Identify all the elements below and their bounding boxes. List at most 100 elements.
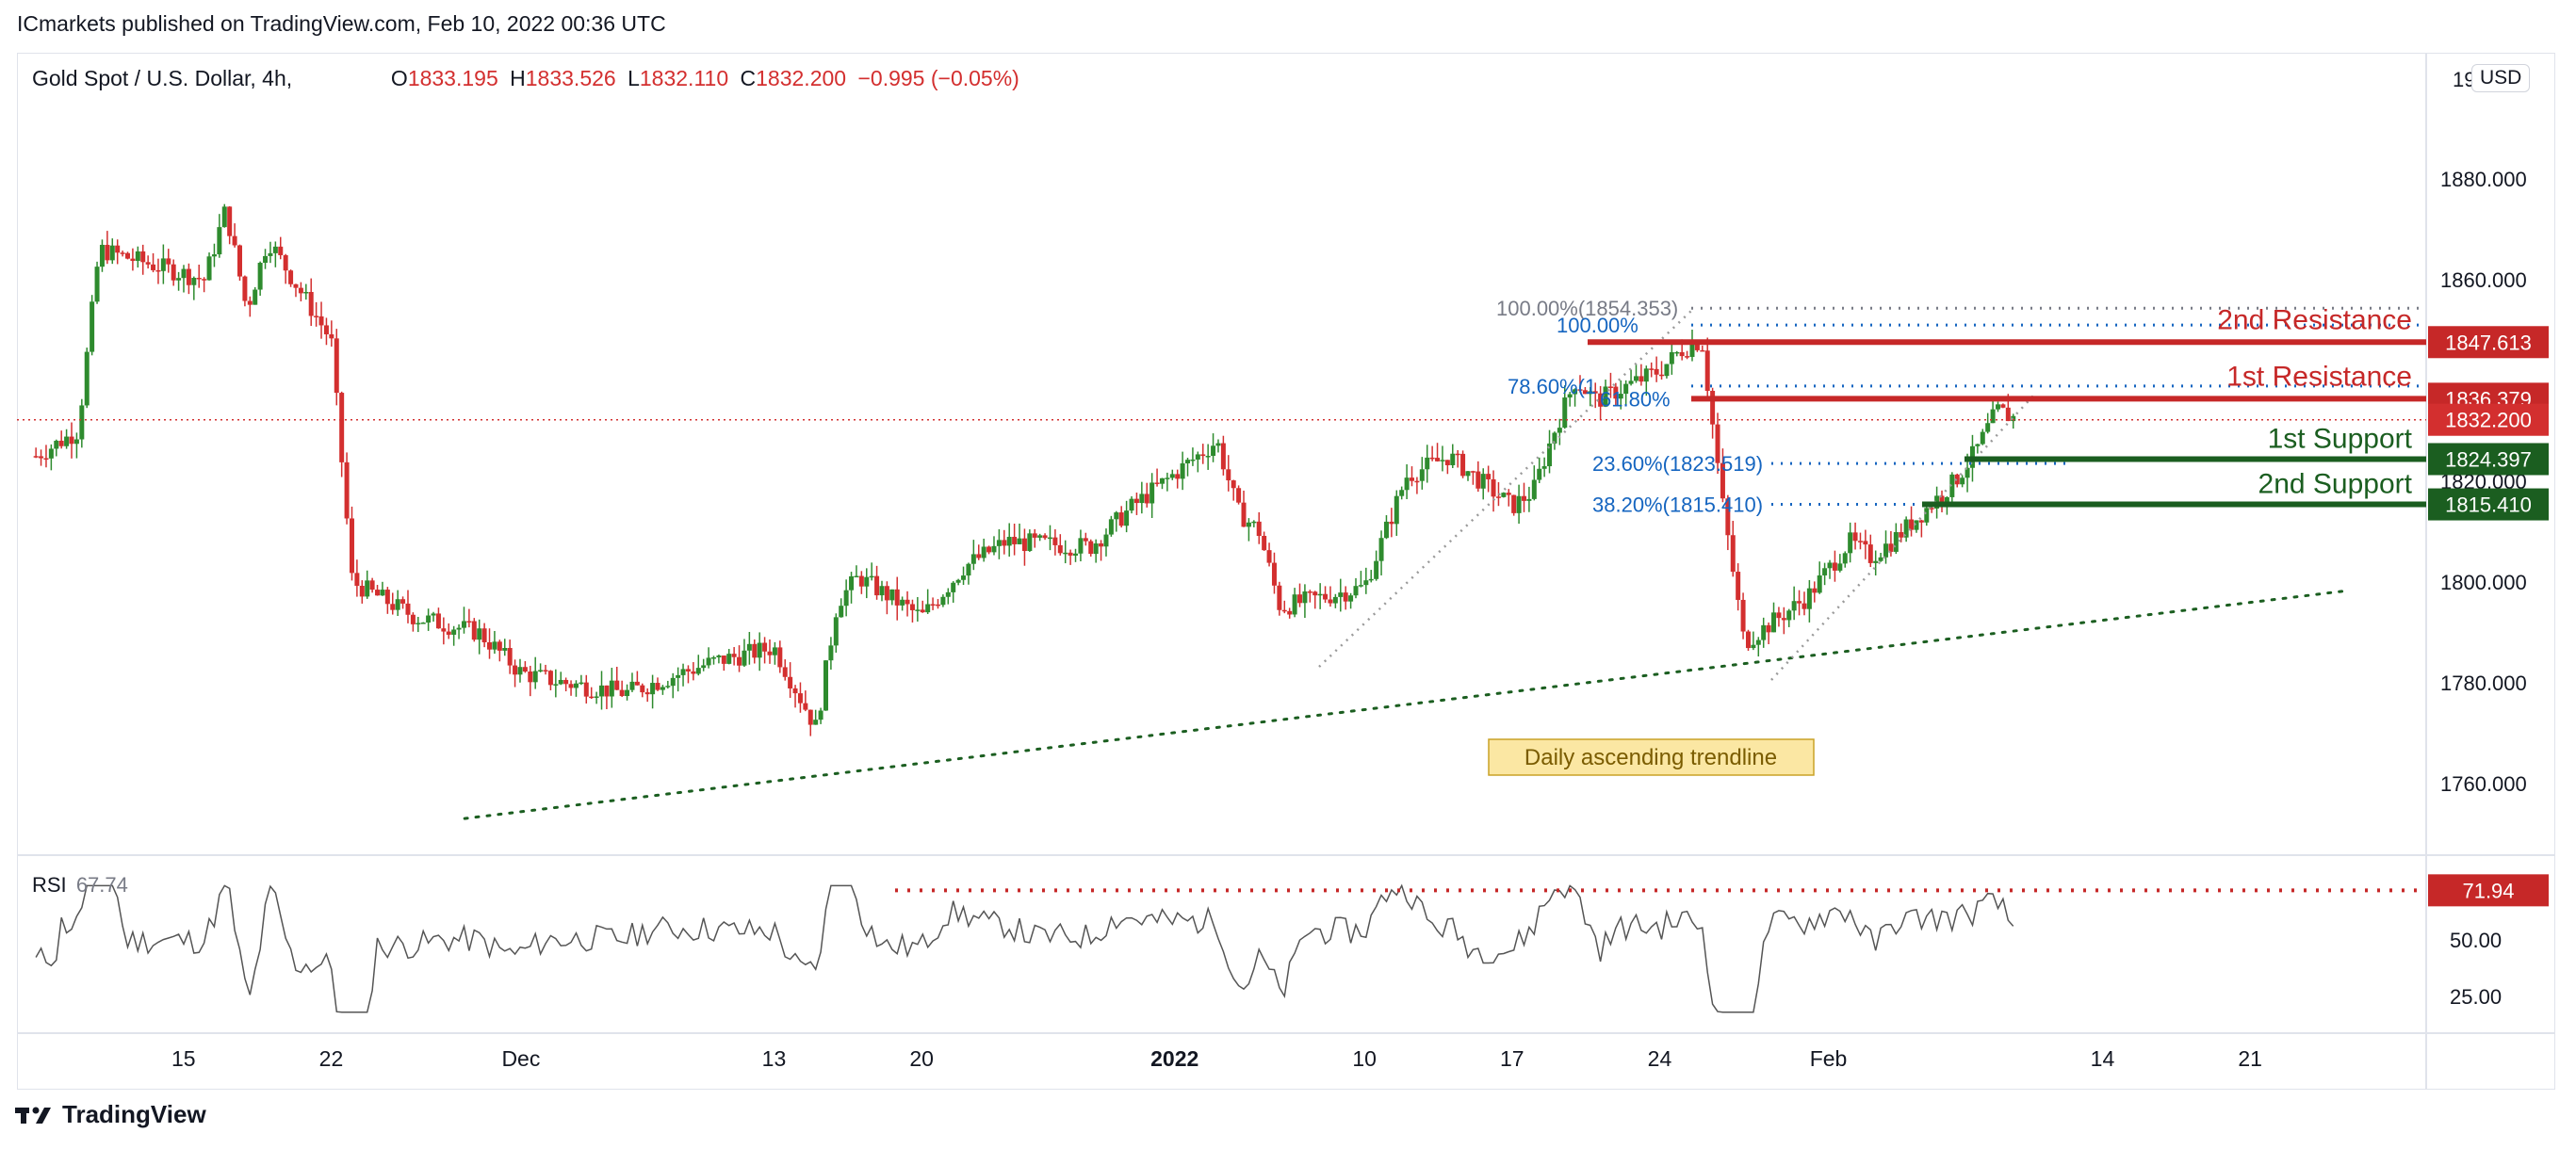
candle-down	[1852, 532, 1858, 542]
candle-up	[1873, 560, 1879, 563]
candle-up	[1195, 454, 1200, 460]
candle-up	[221, 206, 227, 228]
candle-up	[1669, 351, 1674, 364]
candle-down	[614, 680, 620, 690]
candle-up	[1139, 494, 1145, 504]
candle-up	[573, 683, 579, 688]
candle-down	[1776, 612, 1782, 619]
candle-up	[726, 654, 732, 664]
rsi-line	[35, 883, 2014, 1013]
candle-up	[1027, 533, 1033, 552]
chart-frame[interactable]	[17, 53, 2555, 1090]
candle-up	[1893, 532, 1899, 552]
footer: TradingView	[15, 1100, 206, 1129]
candle-up	[843, 590, 849, 607]
candle-down	[1262, 535, 1267, 551]
candle-down	[691, 671, 696, 674]
candle-up	[1302, 591, 1308, 604]
candle-down	[105, 244, 110, 261]
candle-up	[1526, 498, 1532, 501]
candle-down	[369, 580, 375, 591]
candle-up	[1817, 574, 1822, 593]
candle-down	[1083, 538, 1088, 542]
candle-up	[538, 670, 544, 672]
candle-up	[1480, 474, 1486, 489]
candle-down	[589, 696, 595, 699]
candle-down	[115, 245, 121, 253]
candle-down	[1781, 618, 1786, 621]
current-price-label: 1832.200	[2445, 409, 2532, 432]
candle-up	[1674, 351, 1680, 354]
candle-up	[1317, 593, 1323, 596]
candle-down	[242, 276, 248, 301]
candle-up	[451, 629, 457, 635]
open-label: O	[390, 66, 408, 90]
candle-down	[227, 206, 233, 236]
candle-down	[196, 277, 202, 280]
fib-level-label: 38.20%(1815.410)	[1592, 494, 1763, 517]
candle-down	[1495, 496, 1501, 498]
candle-down	[400, 599, 406, 604]
candle-up	[2011, 415, 2016, 422]
candle-up	[1755, 639, 1761, 645]
y-tick-label: 1800.000	[2440, 571, 2527, 594]
candle-down	[375, 590, 381, 596]
candle-down	[528, 672, 533, 683]
level-price-label: 1847.613	[2445, 331, 2532, 354]
candle-up	[970, 554, 976, 564]
candle-down	[390, 604, 396, 610]
candle-up	[1425, 457, 1430, 470]
candle-down	[186, 268, 191, 285]
candle-down	[905, 599, 910, 605]
candle-up	[517, 667, 523, 675]
candle-up	[1165, 477, 1170, 479]
candle-up	[1537, 468, 1542, 480]
candle-down	[803, 703, 808, 710]
candle-down	[543, 670, 548, 672]
x-tick-label: 22	[319, 1046, 344, 1071]
fib-diagonal-1	[1318, 310, 1692, 668]
candle-up	[889, 589, 895, 601]
candle-up	[176, 278, 182, 281]
candle-up	[1562, 397, 1568, 429]
candle-up	[303, 292, 309, 294]
symbol-label: Gold Spot / U.S. Dollar, 4h,	[32, 66, 293, 90]
candle-up	[553, 684, 559, 686]
candle-down	[120, 252, 125, 254]
candle-up	[456, 627, 462, 630]
currency-button[interactable]: USD	[2471, 64, 2531, 92]
candle-down	[1797, 601, 1802, 604]
candle-down	[1277, 585, 1282, 610]
candle-down	[767, 651, 773, 655]
rsi-level-label: 71.94	[2462, 879, 2514, 902]
candle-up	[1292, 594, 1297, 615]
candle-up	[1567, 394, 1573, 398]
candle-down	[1088, 541, 1094, 555]
candle-up	[1547, 443, 1553, 467]
candle-up	[1827, 562, 1833, 569]
tradingview-logo-icon	[15, 1105, 53, 1125]
candle-down	[976, 554, 982, 558]
candle-down	[125, 252, 130, 259]
candle-down	[1266, 550, 1272, 563]
candle-up	[1531, 479, 1537, 499]
candle-down	[1256, 521, 1262, 536]
candle-down	[522, 667, 528, 672]
candle-up	[1103, 534, 1109, 547]
candle-down	[788, 676, 793, 688]
fib-level-label: 61.80%	[1600, 387, 1671, 411]
candle-up	[1837, 563, 1843, 571]
candle-up	[1124, 510, 1130, 526]
candle-up	[706, 657, 711, 666]
candle-down	[1460, 453, 1466, 477]
candle-down	[1099, 543, 1104, 547]
candle-up	[1465, 471, 1471, 477]
candle-down	[39, 456, 44, 459]
candle-up	[869, 575, 874, 578]
candle-down	[1435, 458, 1441, 461]
candle-up	[1251, 521, 1257, 524]
candle-down	[2000, 404, 2006, 408]
candle-up	[711, 656, 717, 659]
candle-down	[1577, 389, 1583, 391]
